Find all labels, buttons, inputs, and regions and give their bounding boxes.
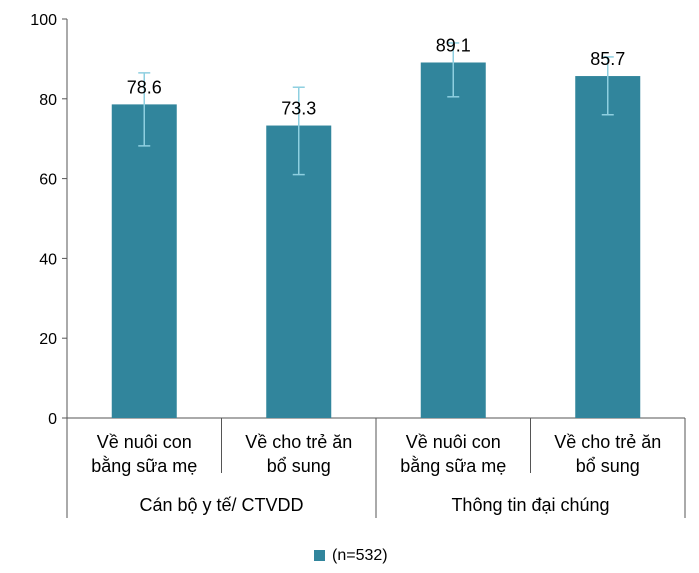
y-tick-label: 100	[30, 12, 57, 29]
labels: 78.6 73.3 89.1 85.7 Về nuôi con bằng sữa mẹ Về…	[91, 35, 661, 515]
x-category-label: Về nuôi con	[406, 432, 501, 452]
x-category-label: bằng sữa mẹ	[91, 455, 197, 476]
x-category-label: Về cho trẻ ăn	[554, 432, 661, 452]
data-label: 73.3	[281, 99, 316, 119]
x-group-label: Cán bộ y tế/ CTVDD	[139, 495, 303, 515]
x-category-label: Về cho trẻ ăn	[245, 432, 352, 452]
legend: (n=532)	[314, 547, 388, 564]
data-label: 89.1	[436, 35, 471, 55]
bar	[420, 62, 486, 419]
y-tick-label: 80	[39, 92, 57, 109]
x-category-label: bằng sữa mẹ	[400, 455, 506, 476]
y-tick-label: 20	[39, 331, 57, 348]
y-tick-label: 60	[39, 172, 57, 189]
y-tick-label: 0	[48, 411, 57, 428]
bars	[111, 42, 641, 419]
bar	[575, 76, 641, 418]
x-group-label: Thông tin đại chúng	[451, 495, 609, 515]
data-label: 78.6	[127, 77, 162, 97]
x-category-label: Về nuôi con	[97, 432, 192, 452]
x-category-label: bổ sung	[267, 456, 331, 476]
data-label: 85.7	[590, 49, 625, 69]
legend-label: (n=532)	[332, 547, 388, 564]
bar	[111, 104, 177, 419]
y-tick-label: 40	[39, 251, 57, 268]
legend-swatch	[314, 550, 325, 561]
x-category-label: bổ sung	[576, 456, 640, 476]
